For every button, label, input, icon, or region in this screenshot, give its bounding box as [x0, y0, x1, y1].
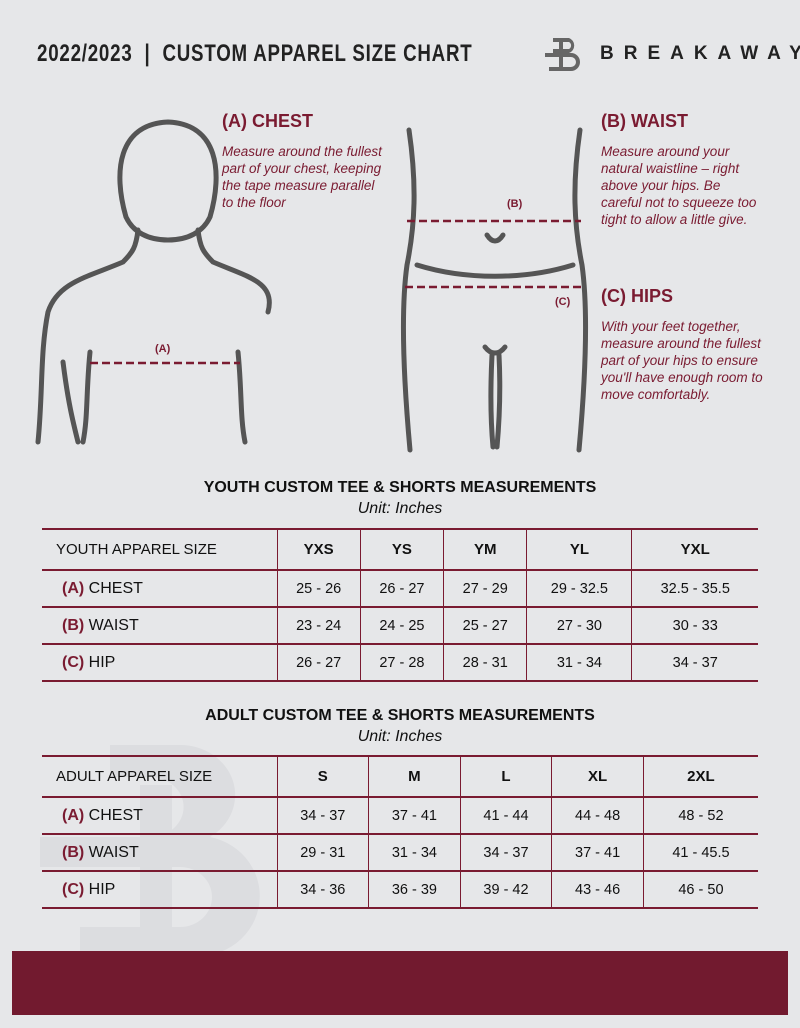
brand-name: BREAKAWAY — [600, 43, 800, 64]
header-cell: 2XL — [642, 755, 758, 798]
table-cell: 36 - 39 — [368, 870, 461, 909]
adult-size-table: ADULT APPAREL SIZE S M L XL 2XL (A) CHEST 34 - … — [42, 755, 758, 909]
hip-marker: (C) — [555, 296, 571, 308]
table-row: (A) CHEST 34 - 37 37 - 41 41 - 44 44 - 48 48 … — [42, 796, 758, 835]
header-cell: L — [459, 755, 552, 798]
row-label-text: HIP — [88, 880, 116, 898]
header-cell: YS — [359, 528, 444, 571]
adult-table-title: ADULT CUSTOM TEE & SHORTS MEASUREMENTS — [205, 707, 595, 724]
table-cell: 43 - 46 — [551, 870, 644, 909]
row-label: (B) WAIST — [42, 833, 277, 872]
row-label: (B) WAIST — [42, 606, 277, 645]
waist-instructions: Measure around your natural waistline – … — [601, 144, 757, 227]
row-letter: (B) — [62, 843, 85, 861]
header-cell: M — [368, 755, 461, 798]
page-title: 2022/2023 | CUSTOM APPAREL SIZE CHART — [37, 40, 473, 67]
hips-heading: (C) HIPS — [601, 286, 673, 306]
table-cell: 27 - 30 — [526, 606, 632, 645]
row-label-text: CHEST — [88, 806, 143, 824]
table-cell: 31 - 34 — [368, 833, 461, 872]
footer-bar — [12, 951, 788, 1015]
row-label: (A) CHEST — [42, 569, 277, 608]
table-cell: 28 - 31 — [443, 643, 527, 682]
youth-table-title: YOUTH CUSTOM TEE & SHORTS MEASUREMENTS — [203, 479, 597, 496]
header-cell: YXL — [631, 528, 758, 571]
table-cell: 30 - 33 — [631, 606, 758, 645]
breakaway-logo-icon — [545, 38, 580, 71]
table-cell: 25 - 26 — [276, 569, 361, 608]
header-cell: YOUTH APPAREL SIZE — [42, 528, 277, 571]
table-row: (C) HIP 26 - 27 27 - 28 28 - 31 31 - 34 34 - … — [42, 643, 758, 682]
table-cell: 26 - 27 — [276, 643, 361, 682]
header-cell: ADULT APPAREL SIZE — [42, 755, 277, 798]
table-cell: 23 - 24 — [276, 606, 361, 645]
header-cell: S — [276, 755, 369, 798]
row-label: (C) HIP — [42, 870, 277, 909]
table-cell: 48 - 52 — [642, 796, 758, 835]
row-letter: (C) — [62, 880, 85, 898]
table-cell: 46 - 50 — [642, 870, 758, 909]
row-label: (C) HIP — [42, 643, 277, 682]
row-letter: (C) — [62, 653, 85, 671]
header-cell: YM — [443, 528, 527, 571]
row-label-text: WAIST — [88, 843, 139, 861]
row-label-text: HIP — [88, 653, 116, 671]
table-cell: 44 - 48 — [551, 796, 644, 835]
row-label-text: WAIST — [88, 616, 139, 634]
youth-table-unit: Unit: Inches — [357, 500, 443, 517]
table-cell: 26 - 27 — [359, 569, 444, 608]
table-cell: 34 - 36 — [276, 870, 369, 909]
table-cell: 27 - 28 — [359, 643, 444, 682]
header-cell: YL — [526, 528, 632, 571]
table-cell: 29 - 32.5 — [526, 569, 632, 608]
row-letter: (B) — [62, 616, 85, 634]
lower-body-figure — [401, 127, 588, 453]
row-label-text: CHEST — [88, 579, 143, 597]
youth-size-table: YOUTH APPAREL SIZE YXS YS YM YL YXL (A) CHEST 2… — [42, 528, 758, 682]
table-row: (B) WAIST 23 - 24 24 - 25 25 - 27 27 - 30 30 … — [42, 606, 758, 645]
table-cell: 32.5 - 35.5 — [631, 569, 758, 608]
table-cell: 27 - 29 — [443, 569, 527, 608]
waist-heading: (B) WAIST — [601, 111, 688, 131]
table-cell: 24 - 25 — [359, 606, 444, 645]
table-cell: 37 - 41 — [368, 796, 461, 835]
row-letter: (A) — [62, 806, 85, 824]
hips-instructions: With your feet together, measure around … — [601, 319, 763, 402]
row-letter: (A) — [62, 579, 85, 597]
adult-table-unit: Unit: Inches — [357, 728, 443, 745]
table-row: (B) WAIST 29 - 31 31 - 34 34 - 37 37 - 41 41 … — [42, 833, 758, 872]
table-cell: 34 - 37 — [631, 643, 758, 682]
table-cell: 31 - 34 — [526, 643, 632, 682]
header-cell: XL — [551, 755, 644, 798]
table-cell: 41 - 44 — [459, 796, 552, 835]
table-header-row: ADULT APPAREL SIZE S M L XL 2XL — [42, 755, 758, 798]
table-header-row: YOUTH APPAREL SIZE YXS YS YM YL YXL — [42, 528, 758, 571]
table-cell: 34 - 37 — [459, 833, 552, 872]
table-cell: 29 - 31 — [276, 833, 369, 872]
table-cell: 41 - 45.5 — [642, 833, 758, 872]
chest-heading: (A) CHEST — [222, 111, 313, 131]
row-label: (A) CHEST — [42, 796, 277, 835]
header-cell: YXS — [276, 528, 361, 571]
upper-body-figure — [35, 119, 272, 445]
chest-instructions: Measure around the fullest part of your … — [222, 144, 382, 210]
chest-marker: (A) — [155, 343, 171, 355]
table-cell: 34 - 37 — [276, 796, 369, 835]
table-cell: 39 - 42 — [459, 870, 552, 909]
table-row: (A) CHEST 25 - 26 26 - 27 27 - 29 29 - 32.5 3… — [42, 569, 758, 608]
waist-marker: (B) — [507, 198, 523, 210]
table-row: (C) HIP 34 - 36 36 - 39 39 - 42 43 - 46 46 - … — [42, 870, 758, 909]
table-cell: 37 - 41 — [551, 833, 644, 872]
table-cell: 25 - 27 — [443, 606, 527, 645]
